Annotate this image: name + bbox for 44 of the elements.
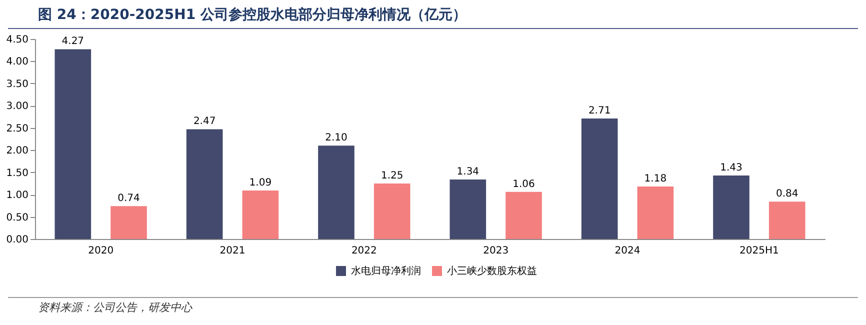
x-tick-label: 2020 <box>88 246 114 256</box>
y-tick-label: 4.50 <box>6 34 28 46</box>
data-label: 2.47 <box>193 116 216 128</box>
data-label: 4.27 <box>62 36 84 48</box>
legend-label: 小三峡少数股东权益 <box>447 265 537 277</box>
y-tick-label: 2.00 <box>6 146 28 157</box>
data-label: 2.10 <box>325 132 348 144</box>
data-label: 1.25 <box>380 170 404 182</box>
bar <box>450 179 486 239</box>
bar <box>506 192 542 239</box>
y-tick-label: 3.00 <box>6 101 28 112</box>
bar <box>637 186 674 239</box>
data-label: 1.43 <box>720 162 742 174</box>
bar <box>318 146 354 239</box>
bar <box>374 183 410 239</box>
data-label: 1.06 <box>512 178 535 190</box>
x-tick-label: 2023 <box>483 246 509 256</box>
y-tick-label: 4.00 <box>6 56 28 68</box>
bar <box>242 190 279 239</box>
data-label: 0.74 <box>118 193 140 204</box>
bar <box>581 118 618 239</box>
data-label: 1.34 <box>456 166 480 178</box>
data-label: 2.71 <box>588 106 611 117</box>
y-tick-label: 0.00 <box>6 234 28 246</box>
legend-label: 水电归母净利润 <box>351 265 421 277</box>
x-tick-label: 2021 <box>220 246 246 256</box>
y-tick-label: 0.50 <box>6 212 28 224</box>
bar <box>768 202 806 239</box>
bar <box>54 49 92 239</box>
data-label: 1.09 <box>249 178 272 189</box>
text: 资料来源：公司公告，研发中心 <box>8 297 858 315</box>
y-tick-label: 3.50 <box>6 78 28 90</box>
y-tick-label: 1.50 <box>6 168 28 179</box>
chart-title: 图 24：2020-2025H1 公司参控股水电部分归母净利情况（亿元） <box>8 0 858 29</box>
x-tick-label: 2022 <box>351 246 377 256</box>
x-tick-label: 2024 <box>614 246 640 256</box>
y-tick-label: 1.00 <box>6 190 28 202</box>
bar <box>110 206 147 239</box>
data-label: 1.18 <box>644 174 667 185</box>
x-tick-label: 2025H1 <box>739 246 779 256</box>
data-label: 0.84 <box>776 188 798 200</box>
bar <box>713 175 750 239</box>
bar <box>186 129 223 239</box>
y-tick-label: 2.50 <box>6 123 28 134</box>
